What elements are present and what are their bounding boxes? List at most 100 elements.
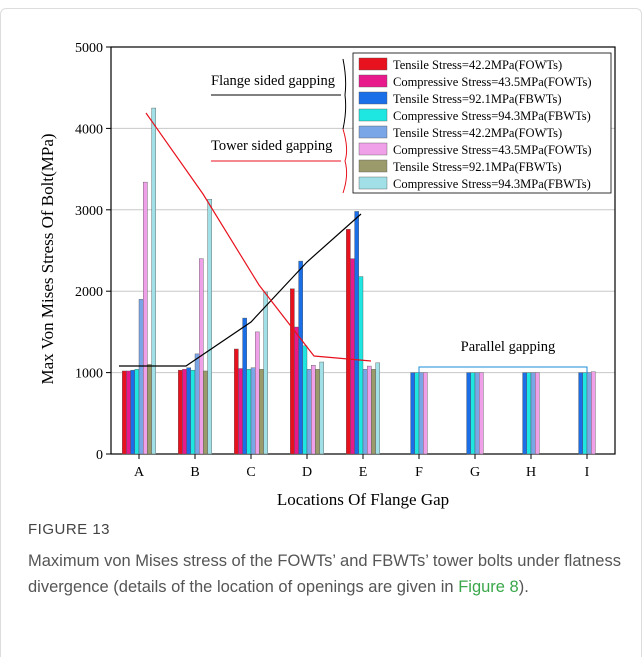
bar	[371, 369, 376, 455]
bar	[138, 299, 144, 455]
bar	[250, 367, 256, 455]
bar	[306, 369, 312, 455]
x-tick-label: A	[134, 465, 145, 480]
x-tick-label: G	[470, 465, 480, 480]
bar	[302, 345, 308, 455]
y-tick-label: 5000	[75, 41, 103, 56]
bar	[535, 372, 540, 455]
bar	[134, 369, 140, 455]
bar	[233, 348, 239, 455]
bar	[578, 372, 583, 455]
bar	[414, 372, 420, 455]
bar	[259, 369, 264, 455]
legend-box	[352, 52, 612, 194]
x-tick-label: I	[585, 465, 590, 480]
annotation: Tower sided gapping	[211, 138, 332, 154]
bar	[582, 372, 588, 455]
bar	[254, 331, 260, 455]
legend-swatch	[358, 125, 388, 139]
bar	[346, 229, 351, 455]
bar	[246, 369, 252, 455]
bar	[410, 372, 416, 455]
x-tick-label: B	[190, 465, 199, 480]
bar	[290, 288, 295, 455]
bar	[126, 370, 131, 455]
annotation: Flange sided gapping	[211, 73, 335, 89]
bar	[194, 353, 200, 455]
legend-label: Compressive Stress=94.3MPa(FBWTs)	[393, 177, 591, 191]
y-tick-label: 2000	[75, 285, 103, 300]
bar	[350, 258, 355, 455]
bar	[186, 367, 192, 455]
bar	[362, 369, 368, 455]
trend-line	[119, 213, 362, 367]
bar	[470, 372, 476, 455]
x-tick-label: H	[526, 465, 536, 480]
x-tick-label: D	[302, 465, 312, 480]
bar	[207, 199, 213, 455]
bar	[238, 368, 243, 455]
bar	[177, 369, 183, 455]
bar	[294, 326, 299, 455]
legend-swatch	[358, 91, 388, 105]
y-tick-label: 3000	[75, 204, 103, 219]
caption: FIGURE 13 Maximum von Mises stress of th…	[28, 521, 628, 600]
y-tick-label: 1000	[75, 367, 103, 382]
bar	[479, 372, 484, 455]
legend-label: Compressive Stress=94.3MPa(FBWTs)	[393, 109, 591, 123]
bar	[142, 181, 148, 455]
x-axis-label: Locations Of Flange Gap	[277, 490, 449, 509]
bar	[311, 365, 316, 455]
bar	[182, 369, 187, 455]
x-tick-label: F	[415, 465, 423, 480]
bar	[522, 372, 527, 455]
trend-line	[145, 112, 372, 362]
bar	[354, 211, 360, 455]
bracket	[342, 128, 348, 194]
bar	[319, 361, 325, 455]
caption-text: Maximum von Mises stress of the FOWTs’ a…	[28, 548, 628, 600]
bracket	[342, 58, 347, 130]
legend-label: Tensile Stress=92.1MPa(FBWTs)	[393, 160, 562, 174]
bar	[367, 365, 372, 455]
figure-link[interactable]: Figure 8	[458, 578, 519, 596]
legend-swatch	[358, 108, 388, 122]
bar	[263, 291, 269, 455]
chart: Max Von Mises Stress Of Bolt(MPa) Locati…	[38, 41, 616, 509]
figure: Max Von Mises Stress Of Bolt(MPa) Locati…	[0, 8, 642, 657]
legend-swatch	[358, 57, 388, 71]
bar	[315, 369, 320, 455]
y-tick-label: 0	[96, 448, 103, 463]
legend-label: Tensile Stress=42.2MPa(FOWTs)	[393, 58, 562, 72]
bar	[586, 372, 592, 455]
bar	[151, 107, 157, 455]
bar	[190, 369, 196, 455]
figure-label: FIGURE 13	[28, 521, 111, 538]
bar	[474, 372, 480, 455]
bar	[526, 372, 532, 455]
x-tick-label: E	[359, 465, 368, 480]
bar	[242, 317, 248, 455]
bar	[130, 369, 136, 455]
bar	[203, 370, 208, 455]
bar	[298, 260, 304, 455]
legend-swatch	[358, 176, 388, 190]
caption-part: ).	[518, 578, 529, 596]
y-tick-label: 4000	[75, 122, 103, 137]
bar	[466, 372, 472, 455]
legend-swatch	[358, 142, 388, 156]
bar	[147, 364, 152, 455]
bar	[418, 372, 424, 455]
legend-swatch	[358, 159, 388, 173]
legend-label: Compressive Stress=43.5MPa(FOWTs)	[393, 143, 592, 157]
bracket	[418, 366, 588, 374]
y-axis-label: Max Von Mises Stress Of Bolt(MPa)	[38, 133, 57, 384]
annotation: Parallel gapping	[461, 339, 556, 355]
caption-part: Maximum von Mises stress of the FOWTs’ a…	[28, 552, 621, 596]
x-tick-label: C	[246, 465, 255, 480]
bar	[358, 276, 364, 455]
bar	[375, 362, 381, 455]
legend-swatch	[358, 74, 388, 88]
bar	[423, 372, 428, 455]
legend-label: Tensile Stress=92.1MPa(FBWTs)	[393, 92, 562, 106]
